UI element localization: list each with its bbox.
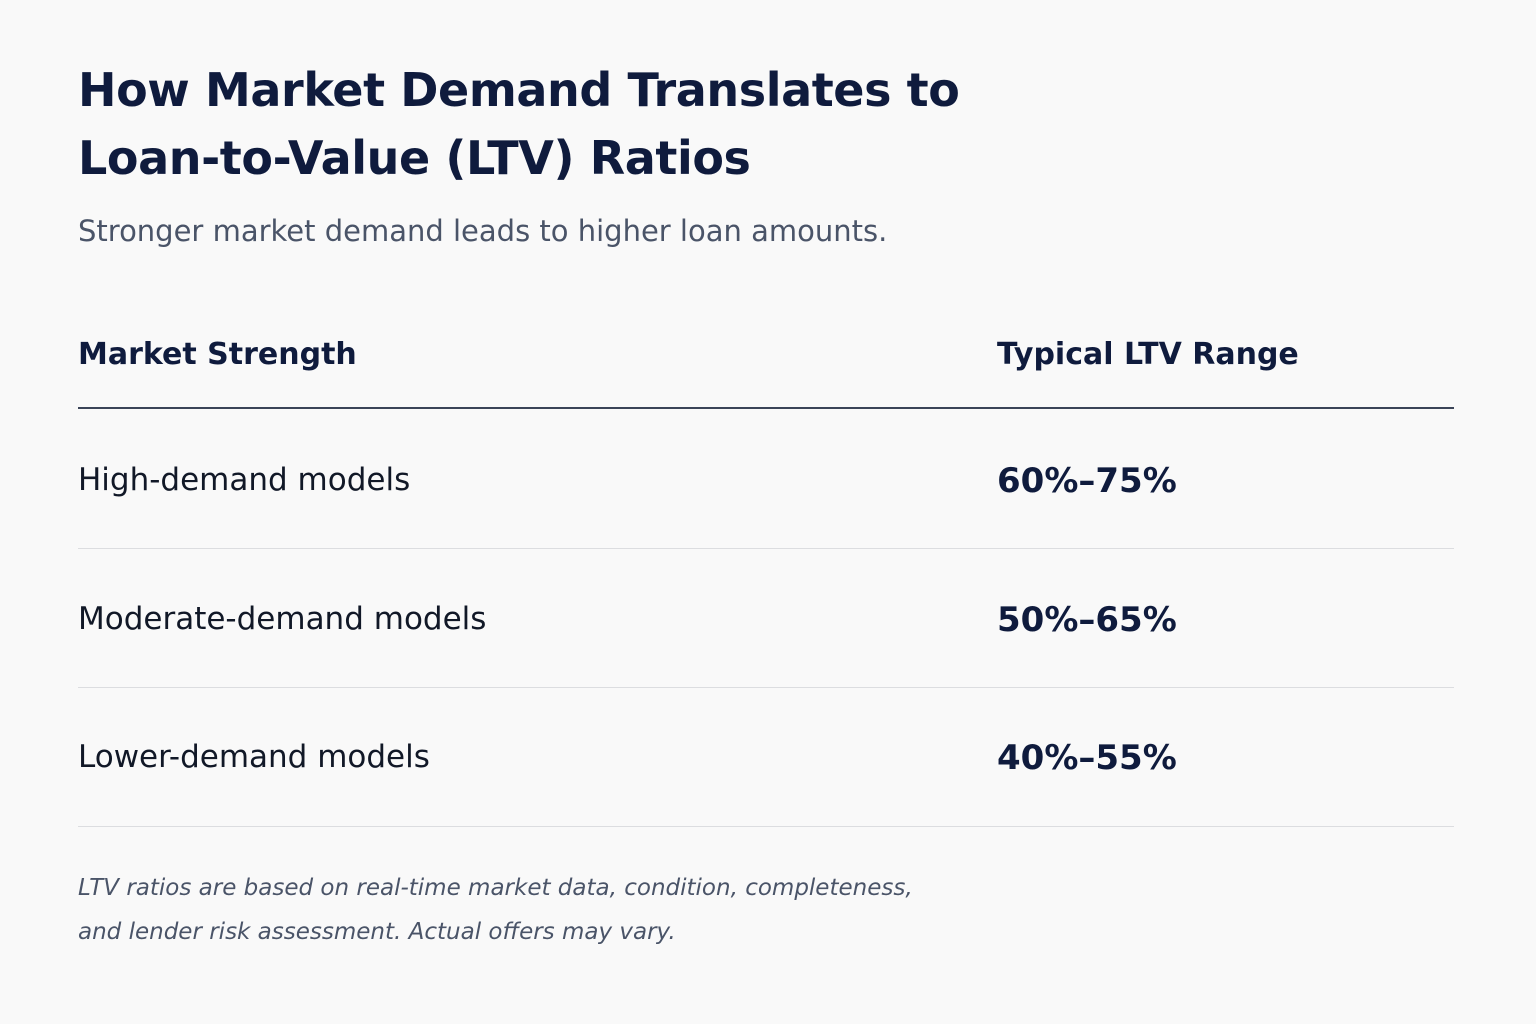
page-title: How Market Demand Translates to Loan-to-… <box>78 63 960 185</box>
row-divider <box>78 687 1454 688</box>
row-ltv-range: 60%–75% <box>997 461 1177 501</box>
column-header-typical-ltv-range: Typical LTV Range <box>997 337 1299 372</box>
row-divider <box>78 826 1454 827</box>
column-header-market-strength: Market Strength <box>78 337 357 372</box>
page-subtitle: Stronger market demand leads to higher l… <box>78 214 888 248</box>
row-market-strength: High-demand models <box>78 462 411 498</box>
footnote: LTV ratios are based on real-time market… <box>78 875 913 945</box>
header-divider <box>78 407 1454 409</box>
row-ltv-range: 40%–55% <box>997 738 1177 778</box>
row-ltv-range: 50%–65% <box>997 600 1177 640</box>
row-market-strength: Lower-demand models <box>78 739 430 775</box>
row-market-strength: Moderate-demand models <box>78 601 487 637</box>
row-divider <box>78 548 1454 549</box>
